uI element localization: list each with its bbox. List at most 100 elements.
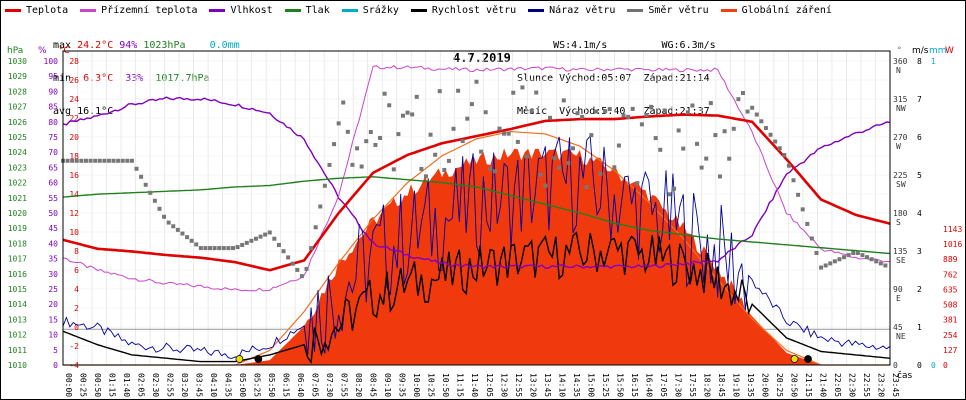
x-tick-label: 00:25 (79, 373, 88, 397)
wind-dir-point (828, 261, 833, 266)
x-tick-label: 04:35 (224, 373, 233, 397)
sun-moon-marker (254, 355, 263, 363)
dir-tick-label: 0 (893, 361, 898, 370)
wind-dir-point (359, 164, 364, 169)
wind-dir-point (731, 126, 736, 131)
left-tick-label: 70 (48, 148, 58, 157)
slunce-label: Slunce (517, 73, 554, 84)
wind-dir-point (212, 246, 217, 251)
axis-unit: ° (897, 46, 902, 56)
left-tick-label: 1025 (8, 133, 27, 142)
left-tick-label: 1011 (8, 346, 27, 355)
wind-dir-point (373, 142, 378, 147)
wind-dir-point (612, 165, 617, 170)
wind-dir-point (492, 169, 497, 174)
wg-value: WG:6.3m/s (661, 40, 716, 51)
x-tick-label: 07:30 (325, 373, 334, 397)
x-tick-label: 03:20 (180, 373, 189, 397)
left-tick-label: 25 (48, 285, 58, 294)
x-tick-label: 20:25 (775, 373, 784, 397)
wind-dir-point (88, 158, 93, 163)
wind-dir-point (258, 234, 263, 239)
wind-dir-point (387, 103, 392, 108)
x-tick-label: 18:45 (717, 373, 726, 397)
wind-dir-point (713, 133, 718, 138)
x-tick-label: 15:50 (615, 373, 624, 397)
wind-dir-point (143, 182, 148, 187)
dir-letter-label: NW (896, 104, 906, 113)
x-tick-label: 03:45 (195, 373, 204, 397)
avg-temp: 16.1°C (77, 106, 114, 117)
wind-dir-point (423, 174, 428, 179)
left-tick-label: 40 (48, 239, 58, 248)
wind-dir-point (639, 122, 644, 127)
wind-dir-point (79, 158, 84, 163)
wind-dir-point (819, 265, 824, 270)
wind-dir-point (727, 156, 732, 161)
dir-letter-label: SE (896, 256, 906, 265)
x-tick-label: 15:00 (586, 373, 595, 397)
x-tick-label: 12:05 (485, 373, 494, 397)
min-press: 1017.7hPa (155, 73, 210, 84)
wind-dir-point (157, 206, 162, 211)
left-tick-label: 2 (74, 304, 79, 313)
x-tick-label: 10:00 (412, 373, 421, 397)
wind-dir-point (855, 251, 860, 256)
left-tick-label: 5 (53, 346, 58, 355)
wind-dir-point (483, 110, 488, 115)
x-tick-label: 08:45 (369, 373, 378, 397)
dir-letter-label: S (896, 218, 901, 227)
wind-dir-point (842, 255, 847, 260)
wind-dir-point (773, 139, 778, 144)
x-tick-label: 16:15 (630, 373, 639, 397)
left-tick-label: -2 (69, 342, 79, 351)
ms-tick-label: 2 (917, 285, 922, 294)
left-tick-label: 1010 (8, 361, 27, 370)
left-tick-label: 35 (48, 255, 58, 264)
x-tick-label: 16:40 (644, 373, 653, 397)
wind-dir-point (644, 113, 649, 118)
left-tick-label: 0 (74, 323, 79, 332)
w-tick-label: 762 (943, 270, 958, 279)
wind-dir-point (318, 204, 323, 209)
wind-dir-point (400, 113, 405, 118)
wind-dir-point (139, 174, 144, 179)
legend-swatch (720, 8, 737, 12)
dir-letter-label: SW (896, 180, 906, 189)
legend-item: Teplota (5, 3, 68, 17)
x-tick-label: 20:00 (760, 373, 769, 397)
dir-letter-label: W (896, 142, 901, 151)
wind-dir-point (175, 227, 180, 232)
wind-dir-point (102, 158, 107, 163)
dir-letter-label: E (896, 294, 901, 303)
sun-moon-marker (804, 355, 812, 363)
wind-dir-point (607, 107, 612, 112)
wind-dir-point (267, 230, 272, 235)
mesic-set: Západ:21:37 (643, 106, 710, 117)
left-tick-label: 1012 (8, 331, 27, 340)
wind-dir-point (722, 129, 727, 134)
left-tick-label: 20 (48, 300, 58, 309)
left-tick-label: 8 (74, 247, 79, 256)
left-tick-label: 1028 (8, 87, 27, 96)
ms-tick-label: 1 (917, 323, 922, 332)
dir-tick-label: 90 (893, 285, 903, 294)
left-tick-label: 24 (69, 95, 79, 104)
mm-tick-label: 1 (931, 57, 936, 66)
wind-dir-point (570, 146, 575, 151)
wind-dir-point (221, 246, 226, 251)
wind-dir-point (378, 135, 383, 140)
wind-dir-point (699, 165, 704, 170)
wind-dir-point (93, 158, 98, 163)
slunce-set: Západ:21:14 (643, 73, 710, 84)
left-tick-label: 80 (48, 118, 58, 127)
wind-dir-point (695, 141, 700, 146)
left-tick-label: 1027 (8, 103, 27, 112)
left-tick-label: 1022 (8, 179, 27, 188)
left-tick-label: 1018 (8, 239, 27, 248)
wind-dir-point (433, 152, 438, 157)
legend-swatch (528, 8, 545, 12)
wind-dir-point (649, 104, 654, 109)
left-tick-label: 15 (48, 315, 58, 324)
